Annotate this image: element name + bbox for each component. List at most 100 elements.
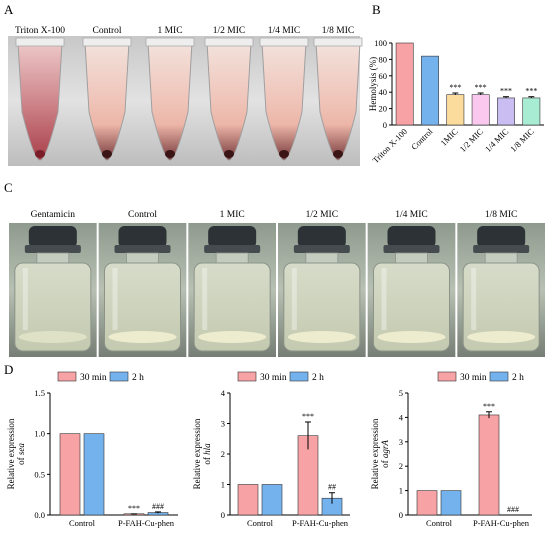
y-tick-label: 2 — [221, 449, 225, 459]
legend-swatch — [289, 371, 309, 382]
y-tick-label: 0 — [221, 510, 225, 520]
tube-pellet — [333, 150, 343, 158]
y-tick-label: 60 — [379, 71, 388, 81]
vial — [98, 223, 187, 357]
vial-neck — [305, 252, 339, 264]
bar — [395, 42, 414, 126]
vial-label: 1 MIC — [220, 210, 245, 220]
significance-label: *** — [449, 83, 461, 92]
y-tick-label: 1 — [221, 480, 225, 490]
y-tick-label: 0 — [399, 510, 403, 520]
x-tick-label: Control — [247, 518, 274, 528]
significance-label: ## — [328, 483, 336, 492]
vial-label: 1/2 MIC — [306, 210, 338, 220]
y-tick-label: 4 — [221, 388, 226, 398]
y-tick-label: 3 — [399, 437, 403, 447]
y-tick-label: 40 — [379, 87, 388, 97]
tube-rim — [204, 37, 254, 47]
panel-a-label: A — [4, 2, 14, 17]
legend-swatch — [57, 371, 77, 382]
bar — [446, 94, 465, 126]
vial-sediment — [377, 331, 446, 343]
tube-rim — [313, 37, 363, 47]
bar — [261, 484, 283, 516]
tube-labels: Triton X-100 Control 1 MIC 1/2 MIC 1/4 MIC 1/… — [15, 26, 354, 36]
vial-sediment — [198, 331, 267, 343]
vial-highlight — [471, 268, 477, 330]
y-tick-label: 80 — [379, 54, 388, 64]
panel-b-chart: B 0 20 40 60 80 100 Hemolysis (%) Triton X-100 C… — [368, 2, 544, 165]
x-tick-label: P-FAH-Cu-phen — [473, 518, 530, 528]
vial-crimp — [204, 245, 261, 253]
vial-highlight — [381, 268, 387, 330]
tube-label: Triton X-100 — [15, 26, 65, 36]
vial — [457, 223, 545, 357]
tube — [15, 37, 65, 161]
vial-neck — [484, 252, 518, 264]
y-tick-label: 4 — [399, 412, 404, 422]
significance-label: *** — [302, 412, 314, 421]
legend-swatch — [109, 371, 129, 382]
significance-label: *** — [483, 402, 495, 411]
y-axis-title: of agrA — [380, 440, 390, 468]
bar — [421, 55, 439, 126]
vial — [188, 223, 276, 357]
tube-label: 1 MIC — [157, 26, 182, 36]
significance-label: *** — [500, 87, 512, 96]
legend-label: 30 min — [260, 373, 287, 383]
x-tick-label: 1/8 MIC — [508, 126, 536, 154]
vial-cap — [208, 226, 257, 248]
bar — [471, 94, 490, 126]
bar — [83, 433, 105, 516]
tube — [204, 37, 254, 161]
vial — [278, 223, 366, 357]
vial-crimp — [114, 245, 171, 253]
vial — [9, 223, 97, 357]
significance-label: ### — [152, 502, 164, 511]
y-axis-title: Relative expression — [6, 418, 16, 489]
x-tick-label: Triton X-100 — [370, 126, 409, 165]
tube-pellet — [279, 150, 289, 158]
panel-c-label: C — [4, 180, 13, 195]
tube — [259, 37, 309, 161]
x-tick-label: 1/4 MIC — [483, 126, 511, 154]
vial-crimp — [24, 245, 81, 253]
bar — [497, 97, 515, 126]
y-tick-label: 1 — [399, 486, 403, 496]
vial-cap — [28, 226, 77, 248]
significance-label: *** — [475, 83, 487, 92]
tube — [82, 37, 132, 161]
vial-cap — [297, 226, 346, 248]
legend-label: 30 min — [460, 373, 487, 383]
tube-row — [15, 37, 363, 161]
y-tick-label: 1.0 — [34, 429, 45, 439]
legend-label: 2 h — [512, 373, 524, 383]
vial-neck — [36, 252, 70, 264]
tube-body — [261, 41, 307, 161]
vial-body — [373, 262, 450, 352]
significance-label: *** — [128, 504, 140, 513]
y-tick-label: 0 — [383, 120, 387, 130]
significance-label: ### — [507, 505, 519, 514]
panel-a: A Triton X-100 Control 1 MIC 1/2 MIC 1/4 MIC… — [4, 2, 363, 166]
vial-label: 1/4 MIC — [395, 210, 427, 220]
tube-rim — [259, 37, 309, 47]
y-axis-title: Hemolysis (%) — [368, 57, 378, 111]
y-axis-title: of hla — [202, 443, 212, 465]
tube-pellet — [165, 150, 175, 158]
vial-neck — [126, 252, 159, 264]
vial-crimp — [383, 245, 440, 253]
x-tick-label: 1/2 MIC — [457, 126, 485, 154]
panel-c: C Gentamicin Control 1 MIC 1/2 MIC 1/4 MIC 1/… — [4, 180, 546, 357]
tube-pellet — [224, 150, 234, 158]
vial-sediment — [467, 331, 536, 343]
legend-label: 2 h — [312, 373, 324, 383]
vial-highlight — [112, 268, 118, 330]
bar — [237, 484, 259, 516]
y-tick-label: 100 — [374, 38, 387, 48]
vial-highlight — [202, 268, 208, 330]
bar — [440, 490, 462, 516]
vial — [367, 223, 456, 357]
x-tick-label: P-FAH-Cu-phen — [118, 518, 175, 528]
